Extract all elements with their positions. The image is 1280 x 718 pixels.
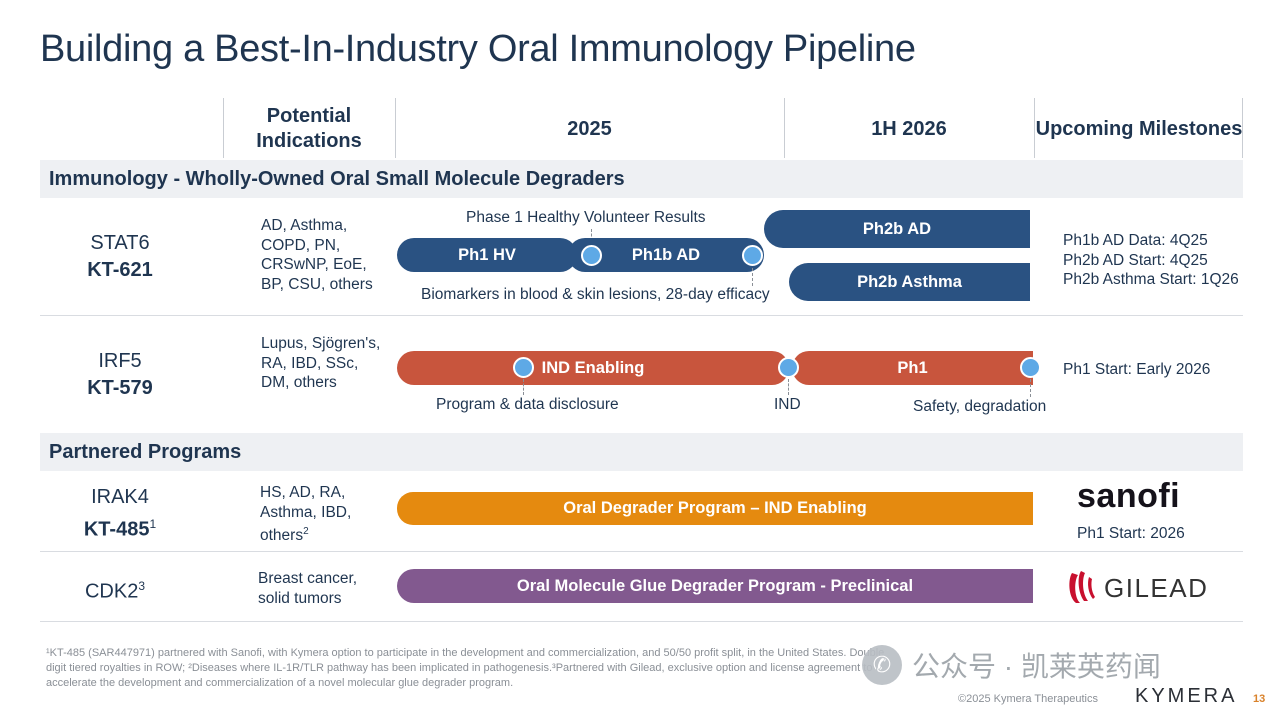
- target-name: STAT6: [90, 232, 150, 254]
- section-partnered: Partnered Programs: [40, 433, 1243, 471]
- note-biomarkers: Biomarkers in blood & skin lesions, 28-d…: [421, 286, 770, 303]
- tick-line: [788, 379, 789, 395]
- bar-ph1: Ph1: [792, 351, 1033, 385]
- milestone-dot: [581, 245, 602, 266]
- gilead-logo: GILEAD: [1104, 573, 1209, 603]
- milestone-irak4: Ph1 Start: 2026: [1077, 525, 1185, 542]
- header-1h2026: 1H 2026: [871, 117, 947, 140]
- sanofi-logo: sanofi: [1077, 477, 1181, 515]
- program-code: KT-621: [87, 259, 153, 281]
- tick-line: [523, 379, 524, 395]
- program-irf5: IRF5 KT-579: [45, 348, 195, 402]
- column-divider: [395, 98, 396, 158]
- page-number: 13: [1253, 693, 1266, 705]
- milestone-item: Ph1b AD Data: 4Q25: [1063, 232, 1208, 249]
- note-disclosure: Program & data disclosure: [436, 396, 619, 413]
- program-code: KT-485: [83, 518, 150, 541]
- header-milestones: Upcoming Milestones: [1035, 117, 1243, 140]
- bar-irak4-program: Oral Degrader Program – IND Enabling: [397, 492, 1033, 525]
- column-divider: [784, 98, 785, 158]
- indications-irf5: Lupus, Sjögren's, RA, IBD, SSc, DM, othe…: [261, 335, 381, 391]
- indications-text: HS, AD, RA, Asthma, IBD, others: [260, 484, 352, 545]
- column-divider: [1034, 98, 1035, 158]
- bar-ph1-hv: Ph1 HV: [397, 238, 577, 272]
- program-stat6: STAT6 KT-621: [45, 230, 195, 284]
- footnote-ref: 3: [138, 579, 146, 593]
- indications-stat6: AD, Asthma, COPD, PN, CRSwNP, EoE, BP, C…: [261, 217, 373, 293]
- gilead-logo-icon: [1066, 569, 1096, 607]
- target-name: CDK2: [84, 580, 139, 603]
- program-code: KT-579: [87, 377, 153, 399]
- footnote-ref: 1: [149, 517, 157, 531]
- page-title: Building a Best-In-Industry Oral Immunol…: [40, 28, 916, 70]
- bar-ph2b-ad: Ph2b AD: [764, 210, 1030, 248]
- milestone-dot: [778, 357, 799, 378]
- row-divider: [40, 551, 1243, 552]
- indications-cdk2: Breast cancer, solid tumors: [258, 570, 358, 607]
- column-divider: [223, 98, 224, 158]
- tick-line: [752, 268, 753, 286]
- program-cdk2: CDK23: [40, 573, 190, 606]
- kymera-logo: KYMERA: [1135, 685, 1238, 707]
- bar-ind-enabling: IND Enabling: [397, 351, 789, 385]
- note-safety: Safety, degradation: [913, 398, 1047, 415]
- watermark-text: 公众号 · 凯莱英药闻: [912, 651, 1161, 682]
- milestone-item: Ph2b AD Start: 4Q25: [1063, 251, 1208, 269]
- target-name: IRAK4: [91, 486, 149, 508]
- column-divider: [1242, 98, 1243, 158]
- header-2025: 2025: [567, 117, 612, 140]
- bar-cdk2-program: Oral Molecule Glue Degrader Program - Pr…: [397, 569, 1033, 603]
- tick-line: [591, 229, 592, 241]
- milestone-dot: [1020, 357, 1041, 378]
- tick-line: [1030, 379, 1031, 397]
- note-ind: IND: [774, 396, 801, 413]
- footnote: ¹KT-485 (SAR447971) partnered with Sanof…: [46, 647, 885, 689]
- program-irak4: IRAK4 KT-4851: [45, 484, 195, 544]
- note-phase1-results: Phase 1 Healthy Volunteer Results: [466, 209, 706, 226]
- milestone-item: Ph2b Asthma Start: 1Q26: [1063, 271, 1239, 288]
- header-indications: Potential Indications: [256, 105, 362, 152]
- milestone-irf5: Ph1 Start: Early 2026: [1063, 361, 1211, 378]
- copyright: ©2025 Kymera Therapeutics: [958, 693, 1098, 705]
- watermark: ✆ 公众号 · 凯莱英药闻: [862, 645, 1161, 685]
- footnote-ref: 2: [303, 526, 309, 537]
- wechat-icon: ✆: [862, 645, 902, 685]
- target-name: IRF5: [98, 350, 142, 372]
- row-divider: [40, 315, 1243, 316]
- milestones-stat6: Ph1b AD Data: 4Q25 Ph2b AD Start: 4Q25 P…: [1063, 231, 1239, 290]
- milestone-dot: [513, 357, 534, 378]
- section-immunology: Immunology - Wholly-Owned Oral Small Mol…: [40, 160, 1243, 198]
- row-divider: [40, 621, 1243, 622]
- indications-irak4: HS, AD, RA, Asthma, IBD, others2: [260, 483, 380, 546]
- bar-ph2b-asthma: Ph2b Asthma: [789, 263, 1030, 301]
- milestone-dot: [742, 245, 763, 266]
